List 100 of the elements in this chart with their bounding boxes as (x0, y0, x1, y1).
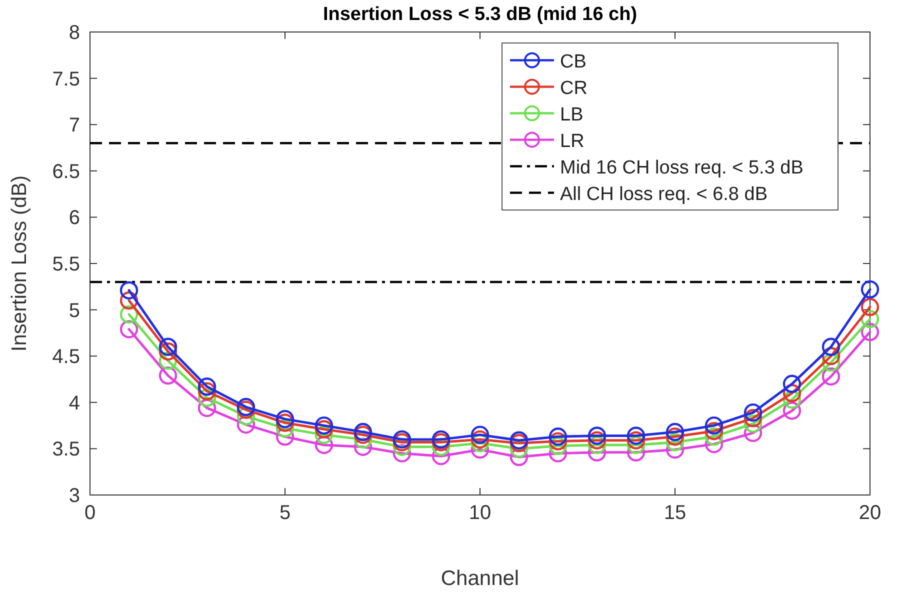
point (392, 444, 412, 462)
point (158, 366, 178, 385)
x-tick-label: 15 (664, 502, 686, 524)
x-tick-label: 5 (279, 502, 291, 524)
point (314, 426, 334, 444)
legend-label: LR (560, 130, 584, 152)
point (354, 426, 372, 444)
point (392, 430, 412, 449)
point (626, 426, 646, 445)
legend-label: CR (560, 78, 588, 99)
legend-label: Mid 16 CH loss req. < 5.3 dB (560, 157, 804, 178)
point (236, 400, 256, 419)
point (588, 436, 606, 454)
point (198, 398, 216, 418)
point (198, 378, 216, 396)
point (470, 434, 490, 452)
point (860, 280, 880, 299)
y-tick-label: 5.5 (52, 254, 80, 276)
point (432, 447, 450, 466)
point (354, 438, 372, 456)
point (120, 305, 138, 324)
point (470, 440, 490, 459)
point (432, 430, 450, 449)
legend-label: CB (560, 51, 586, 72)
point (744, 414, 762, 433)
point (276, 414, 294, 432)
point (354, 422, 372, 442)
y-tick-label: 5 (68, 300, 80, 322)
point (588, 426, 606, 445)
point (860, 298, 880, 316)
point (782, 374, 802, 393)
point (704, 434, 724, 454)
y-axis-title: Insertion Loss (dB) (8, 175, 31, 352)
point (236, 416, 256, 434)
y-tick-label: 3 (68, 485, 80, 507)
point (704, 416, 724, 435)
point (432, 438, 450, 456)
y-tick-label: 6 (68, 207, 80, 230)
point (120, 281, 138, 300)
legend-label: LB (560, 104, 584, 126)
point (510, 440, 528, 458)
point (198, 388, 216, 407)
point (470, 430, 490, 449)
point (548, 436, 568, 456)
point (158, 352, 178, 370)
point (276, 419, 294, 438)
point (782, 384, 802, 402)
point (666, 428, 684, 446)
point (782, 390, 802, 409)
point (822, 347, 840, 366)
y-tick-label: 4.5 (52, 346, 80, 368)
point (860, 322, 880, 342)
point (198, 382, 216, 400)
point (314, 436, 334, 454)
chart-title: Insertion Loss < 5.3 dB (mid 16 ch) (322, 4, 638, 25)
point (860, 310, 880, 328)
point (120, 320, 138, 338)
legend-label: All CH loss req. < 6.8 dB (560, 184, 768, 205)
y-tick-label: 4 (68, 392, 80, 414)
point (432, 433, 450, 452)
point (392, 433, 412, 452)
point (666, 433, 684, 452)
y-tick-label: 7.5 (52, 68, 80, 90)
point (236, 407, 256, 426)
point (822, 338, 840, 356)
point (510, 448, 528, 466)
point (666, 422, 684, 442)
point (314, 416, 334, 435)
point (470, 426, 490, 444)
y-tick-label: 3.5 (52, 438, 80, 461)
point (822, 353, 840, 372)
point (588, 431, 606, 450)
x-tick-label: 10 (468, 502, 492, 524)
point (626, 431, 646, 450)
y-tick-label: 7 (68, 114, 80, 137)
point (510, 434, 528, 452)
point (744, 409, 762, 428)
point (314, 420, 334, 438)
point (120, 291, 138, 310)
point (276, 410, 294, 428)
point (704, 422, 724, 440)
x-tick-label: 20 (858, 502, 882, 524)
x-tick-label: 0 (84, 502, 96, 524)
point (744, 424, 762, 442)
point (158, 342, 178, 361)
point (548, 428, 568, 446)
y-tick-label: 8 (68, 22, 80, 44)
point (744, 403, 762, 422)
point (626, 436, 646, 454)
point (822, 367, 840, 386)
point (510, 431, 528, 450)
y-tick-label: 6.5 (52, 160, 80, 183)
point (236, 398, 256, 416)
point (704, 428, 724, 446)
point (158, 338, 178, 356)
point (276, 428, 294, 446)
point (782, 402, 802, 420)
point (548, 432, 568, 450)
point (392, 438, 412, 456)
point (354, 430, 372, 449)
